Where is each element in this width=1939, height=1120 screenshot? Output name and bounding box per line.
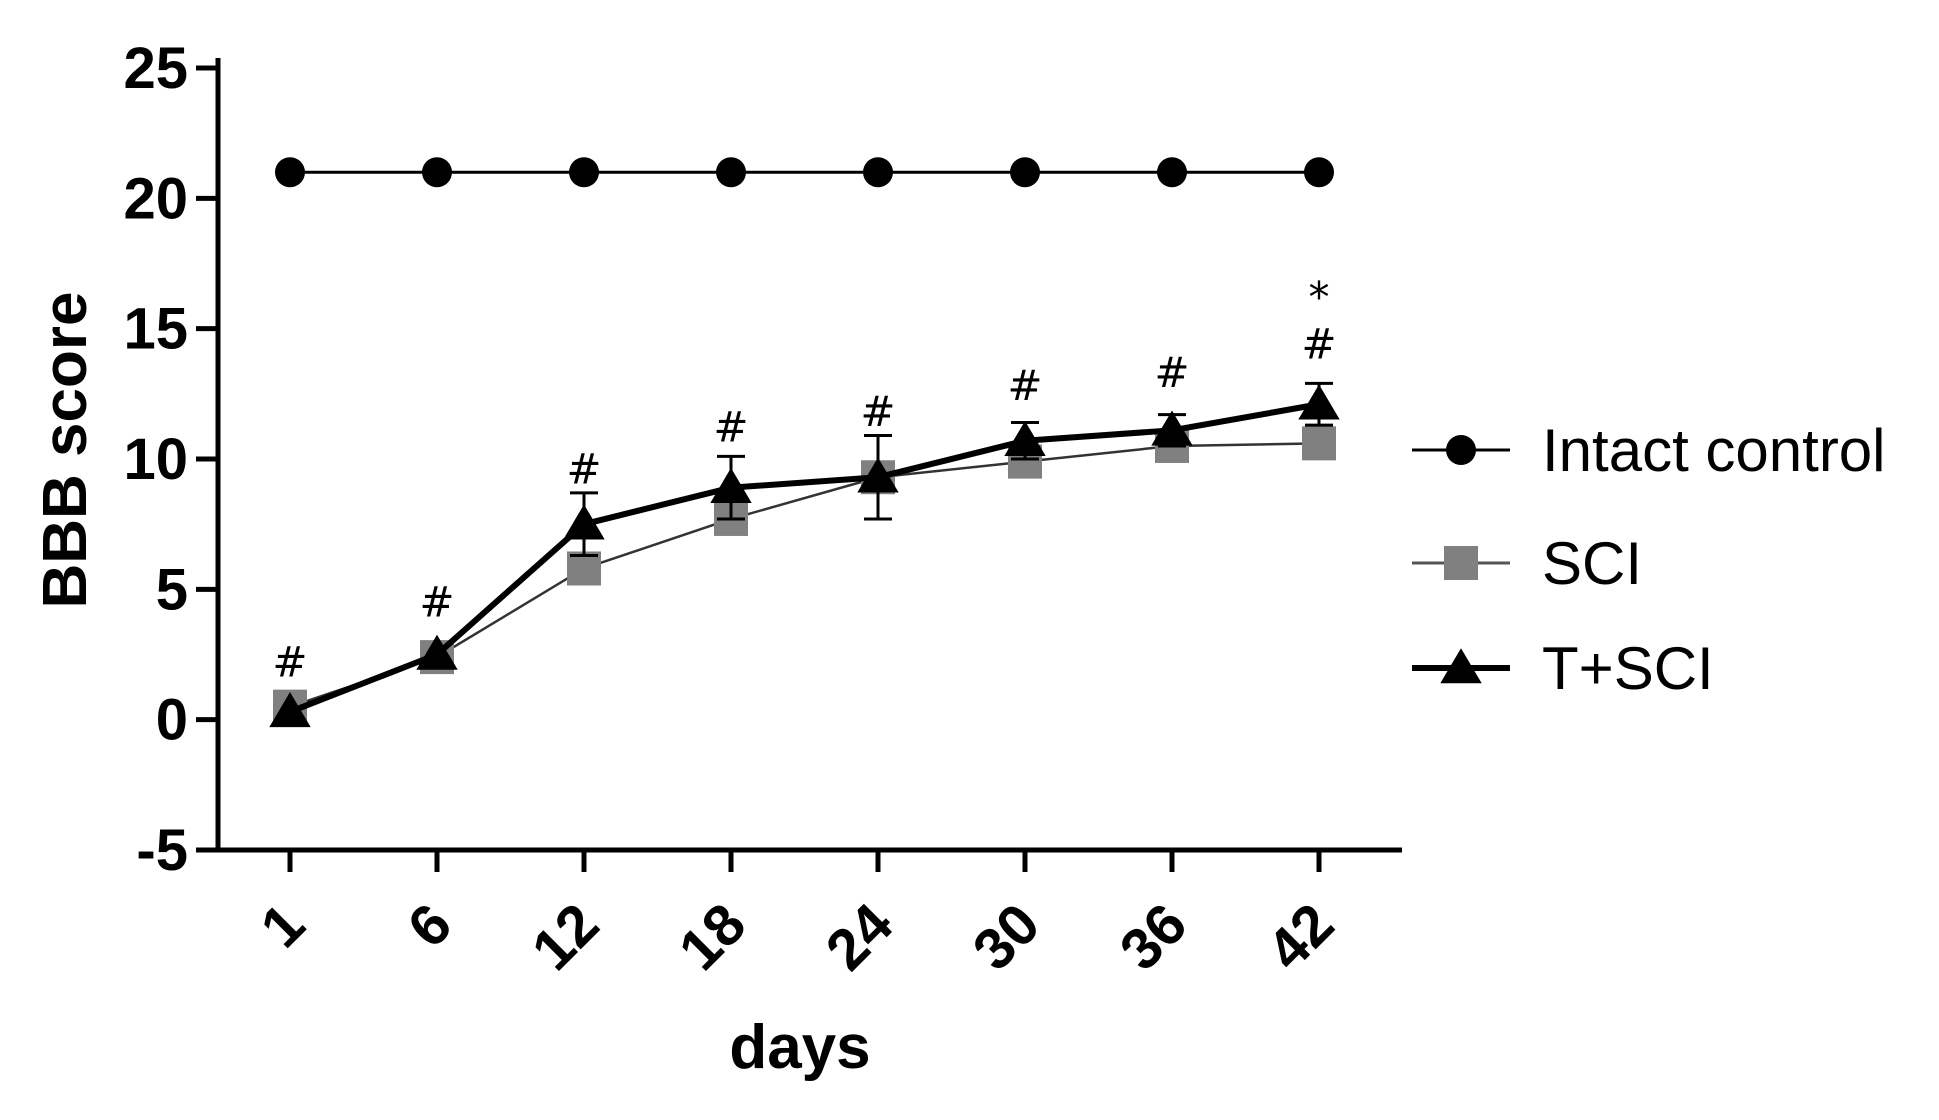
data-point	[269, 692, 311, 728]
data-point	[567, 551, 601, 586]
series-intact-control	[275, 157, 1334, 188]
data-point	[716, 157, 746, 188]
data-point	[857, 457, 899, 493]
legend: Intact control SCI T+SCI	[1412, 417, 1886, 702]
data-point	[1302, 426, 1336, 461]
series-t-sci	[269, 381, 1340, 728]
y-tick-label: 20	[123, 166, 188, 231]
legend-marker	[1440, 648, 1482, 684]
y-ticks: 25 20 15 10 5 0 -5	[123, 36, 218, 883]
x-tick-label: 1	[248, 891, 317, 960]
y-tick-label: 15	[123, 297, 188, 362]
data-point	[563, 504, 605, 540]
x-tick-label: 6	[395, 891, 464, 960]
y-tick-label: 10	[123, 427, 188, 492]
y-tick-label: 25	[123, 36, 188, 101]
y-axis-title: BBB score	[31, 292, 100, 609]
data-point	[422, 157, 452, 188]
data-point	[710, 467, 752, 503]
data-point	[1157, 157, 1187, 188]
axes	[215, 58, 1402, 853]
legend-label: SCI	[1542, 530, 1642, 597]
legend-marker	[1446, 435, 1476, 465]
y-tick-label: 5	[156, 557, 188, 622]
legend-item: T+SCI	[1412, 635, 1714, 702]
significance-mark: #	[860, 387, 895, 436]
significance-mark: #	[1007, 361, 1042, 410]
significance-mark: #	[1301, 319, 1336, 368]
x-tick-label: 42	[1255, 891, 1347, 983]
significance-mark: #	[713, 403, 748, 452]
data-point	[1151, 410, 1193, 446]
data-point	[275, 157, 305, 188]
y-tick-label: -5	[136, 818, 188, 883]
data-point	[863, 157, 893, 188]
legend-label: Intact control	[1542, 417, 1886, 484]
significance-mark: #	[419, 577, 454, 626]
series-layer	[269, 157, 1340, 728]
series-line	[289, 442, 1320, 708]
data-point	[416, 634, 458, 670]
legend-marker	[1444, 546, 1478, 580]
data-point	[1004, 420, 1046, 457]
x-axis-title: days	[729, 1013, 870, 1082]
data-point	[1010, 157, 1040, 188]
x-tick-label: 36	[1108, 891, 1200, 983]
data-point	[1298, 384, 1340, 420]
significance-mark: #	[272, 637, 307, 686]
legend-label: T+SCI	[1542, 635, 1714, 702]
legend-item: Intact control	[1412, 417, 1886, 484]
significance-mark: *	[1309, 272, 1330, 321]
legend-item: SCI	[1412, 530, 1642, 597]
series-line	[288, 401, 1320, 715]
x-tick-label: 24	[814, 891, 906, 983]
series-sci	[273, 426, 1336, 724]
y-tick-label: 0	[156, 688, 188, 753]
x-ticks: 1 6 12 18 24 30 36 42	[248, 850, 1346, 983]
annotations: #### ## ##*	[272, 272, 1336, 686]
significance-mark: #	[566, 444, 601, 493]
x-tick-label: 30	[961, 891, 1053, 983]
data-point	[569, 157, 599, 188]
significance-mark: #	[1154, 348, 1189, 397]
x-tick-label: 18	[667, 891, 759, 983]
data-point	[1304, 157, 1334, 188]
x-tick-label: 12	[520, 891, 612, 983]
